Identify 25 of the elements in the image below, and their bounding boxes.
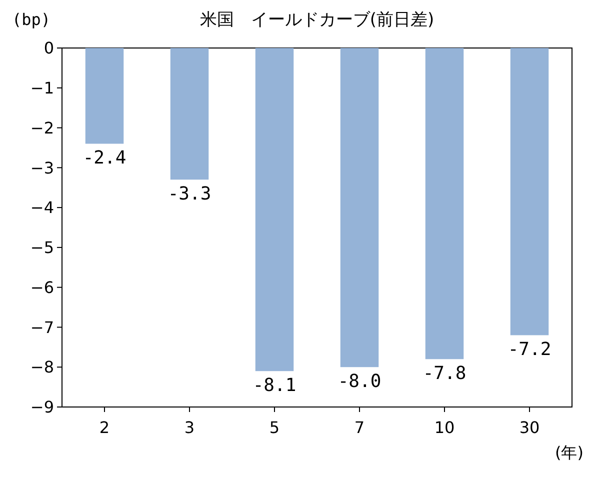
chart-title: 米国 イールドカーブ(前日差): [200, 10, 434, 30]
x-tick-label: 3: [184, 418, 195, 437]
x-tick-label: 5: [269, 418, 280, 437]
data-label: -8.1: [252, 375, 296, 396]
y-tick-label: −3: [30, 158, 54, 178]
x-tick-label: 10: [434, 418, 455, 437]
data-label: -7.8: [422, 363, 466, 384]
x-tick-label: 30: [519, 418, 540, 437]
y-tick-label: −8: [30, 358, 54, 377]
data-label: -8.0: [338, 371, 382, 392]
x-axis-title: (年): [555, 443, 584, 462]
y-axis-title: (bp): [12, 10, 51, 29]
data-label: -3.3: [168, 184, 212, 205]
y-tick-label: −5: [30, 238, 54, 258]
x-tick-label: 2: [99, 418, 110, 437]
data-label: -2.4: [82, 148, 126, 169]
y-tick-label: −6: [30, 278, 54, 297]
y-tick-label: −1: [30, 78, 54, 98]
data-label: -7.2: [508, 339, 552, 360]
y-tick-label: −4: [30, 198, 54, 218]
y-tick-label: 0: [44, 38, 54, 58]
y-tick-label: −2: [30, 118, 54, 138]
x-tick-label: 7: [354, 418, 365, 437]
y-tick-label: −7: [30, 318, 54, 337]
y-tick-label: −9: [30, 398, 54, 417]
